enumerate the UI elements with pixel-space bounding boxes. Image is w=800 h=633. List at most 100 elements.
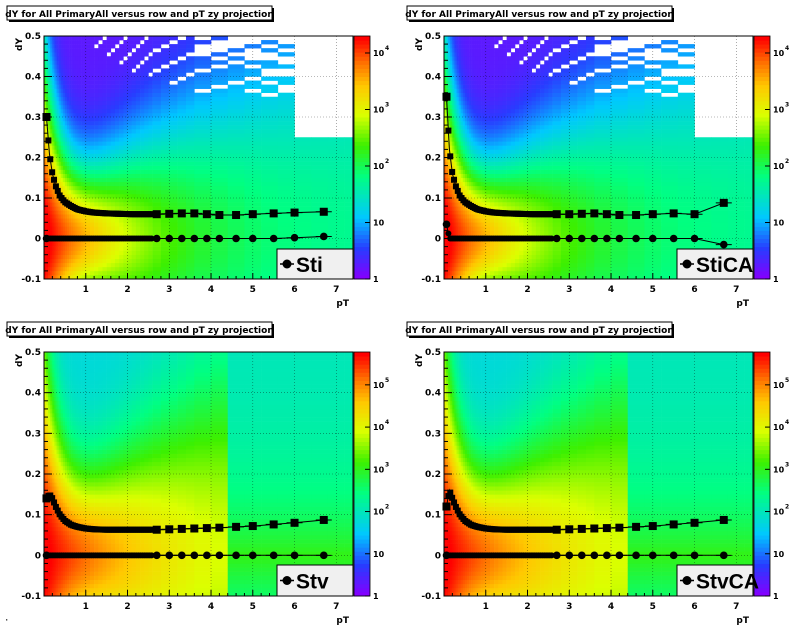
mean-series-point [615,234,624,243]
sigma-series-point [232,211,241,220]
colorbar-label: 1 [773,275,779,284]
sigma-series [442,92,732,220]
y-tick-label: 0 [435,235,441,245]
y-tick-label: 0.3 [425,113,441,123]
title-shadow [672,324,674,338]
mean-series-point [565,551,574,560]
legend-label: Sti [296,254,323,277]
x-tick-label: 2 [124,285,130,295]
colorbar-label-exponent: 5 [385,377,389,384]
x-tick-label: 5 [250,285,256,295]
sigma-series-point [248,522,257,531]
colorbar-label: 10 [373,550,385,559]
mean-series-point [590,234,599,243]
sigma-series-point [449,168,456,175]
sigma-series-point [615,523,624,532]
sigma-series-point [177,524,186,533]
colorbar-label: 10 [373,465,385,474]
colorbar-label-exponent: 3 [385,461,389,468]
chart-title: dY for All PrimaryAll versus row and pT … [5,10,273,20]
sigma-series [42,492,332,534]
mean-series-point [648,551,657,560]
legend: Sti [276,248,354,280]
y-tick-label: 0.2 [425,154,441,164]
sigma-series-point [447,153,454,160]
sigma-series-point [590,209,599,218]
y-tick-label: 0.5 [25,348,41,358]
colorbar-label: 1 [373,592,379,601]
legend: StvCA [676,564,759,597]
sigma-series-point [152,210,161,219]
sigma-series-point [51,499,58,506]
mean-series [442,551,732,560]
mean-series-point [215,234,224,243]
mean-series-point [590,551,599,560]
sigma-series-point [565,525,574,534]
sigma-series-point [215,211,224,220]
heatmap [444,352,754,597]
colorbar-label: 10 [373,381,385,390]
mean-series-point [152,551,161,560]
sigma-series-point [442,92,451,101]
colorbar-label: 10 [373,423,385,432]
y-tick-label: -0.1 [21,592,41,602]
colorbar-label-exponent: 3 [385,102,389,109]
x-tick-label: 5 [650,285,656,295]
colorbar-label: 10 [773,106,785,115]
title-shadow [272,324,274,338]
sigma-series-point [290,208,299,217]
mean-series-point [719,551,728,560]
mean-series-point [632,234,640,243]
sigma-series-point [577,209,586,218]
sigma-series-point [202,524,211,533]
sigma-series-point [319,515,328,524]
sigma-series-point [590,524,599,533]
y-tick-label: 0.3 [25,113,41,123]
colorbar-label-exponent: 2 [385,504,389,511]
sigma-series-point [449,494,456,501]
sigma-series-point [215,523,224,532]
colorbar-label: 10 [773,550,785,559]
colorbar-label: 10 [773,508,785,517]
colorbar-label: 10 [773,465,785,474]
sigma-series-point [248,210,257,219]
panel-1: 1 2 3 4 5 6 7 -0.1 0 0.1 0.2 0.3 0.4 0.5 pT dY dY for Al… [5,5,389,309]
mean-series-point [290,551,299,560]
colorbar-label-exponent: 2 [785,504,789,511]
mean-series-point [248,234,257,243]
sigma-series-point [690,518,699,527]
colorbar-label: 10 [773,381,785,390]
sigma-series-point [269,209,278,218]
x-tick-label: 5 [250,602,256,612]
sigma-series-point [54,507,61,514]
mean-series-point [290,233,299,242]
x-tick-label: 1 [483,602,489,612]
sigma-series-point [52,183,59,190]
x-tick-label: 2 [524,602,530,612]
sigma-series-point [165,209,174,218]
colorbar-label: 10 [773,49,785,58]
mean-series-point [442,551,451,560]
sigma-series-point [690,210,699,219]
y-tick-label: 0.4 [25,389,41,399]
x-tick-label: 3 [166,602,172,612]
sigma-series-point [648,210,657,219]
sigma-series-point [602,210,611,219]
y-tick-label: 0.3 [425,429,441,439]
mean-series-point [603,234,611,243]
y-tick-label: 0.1 [25,194,41,204]
sigma-series-point [190,524,199,533]
y-tick-label: 0.1 [425,511,441,521]
sigma-series-point [445,493,452,500]
sigma-series-point [452,503,459,510]
mean-series-point [203,551,211,560]
legend-label: StvCA [696,571,759,594]
sigma-series-point [632,211,641,220]
mean-series-point [669,234,678,243]
mean-series-point [232,234,240,243]
sigma-series-point [152,525,161,534]
sigma-series-point [165,525,174,534]
